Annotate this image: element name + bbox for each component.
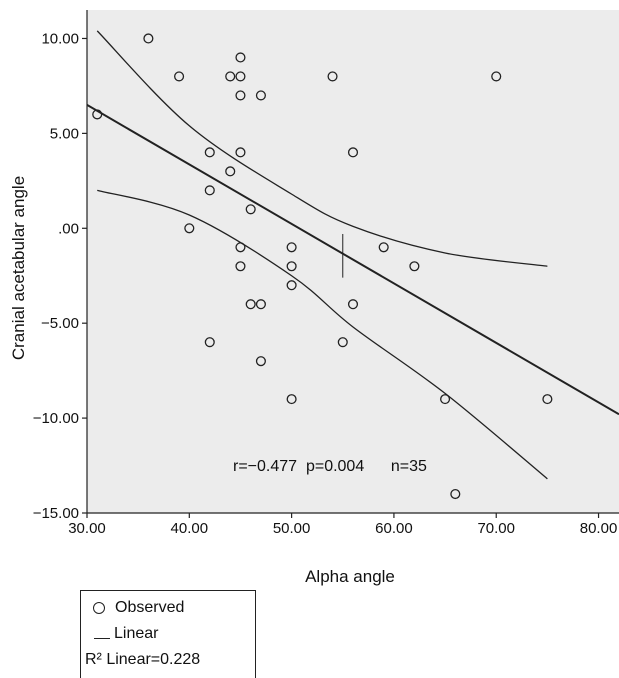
- ci-upper-curve: [96, 30, 548, 267]
- data-point: [347, 147, 359, 158]
- x-tick-label: 80.00: [580, 520, 618, 537]
- data-point: [184, 223, 195, 234]
- legend-label-observed: Observed: [115, 599, 185, 616]
- legend: Observed Linear R² Linear=0.228: [80, 590, 256, 678]
- data-point: [337, 337, 348, 348]
- y-tick-label: −5.00: [41, 315, 79, 332]
- y-tick-label: 5.00: [50, 125, 79, 142]
- legend-item-linear: Linear: [89, 625, 158, 643]
- x-tick-label: 50.00: [273, 520, 311, 537]
- data-point: [235, 52, 246, 63]
- data-point: [225, 71, 236, 82]
- data-point: [255, 299, 266, 310]
- legend-r-squared: R² Linear=0.228: [85, 651, 200, 669]
- data-point: [255, 90, 266, 101]
- y-tick-label: 10.00: [41, 30, 79, 47]
- data-point: [409, 261, 420, 272]
- data-point: [235, 147, 246, 158]
- data-point: [143, 33, 154, 44]
- x-tick-label: 30.00: [68, 520, 106, 537]
- legend-r-squared-text: R² Linear=0.228: [85, 651, 201, 668]
- data-point: [245, 204, 256, 215]
- fit-lines: [87, 30, 619, 480]
- data-point: [327, 71, 338, 82]
- x-axis-label: Alpha angle: [305, 567, 395, 586]
- data-points: [92, 33, 553, 500]
- data-point: [286, 261, 297, 272]
- x-tick-label: 70.00: [477, 520, 515, 537]
- legend-label-linear: Linear: [114, 625, 159, 642]
- data-point: [255, 356, 266, 367]
- data-point: [235, 90, 246, 101]
- data-point: [235, 71, 246, 82]
- data-point: [286, 394, 297, 405]
- data-point: [440, 394, 451, 405]
- line-marker-icon: [94, 637, 110, 639]
- data-point: [204, 337, 215, 348]
- y-tick-label: −10.00: [33, 410, 79, 427]
- x-tick-label: 60.00: [375, 520, 413, 537]
- data-point: [235, 261, 246, 272]
- data-point: [542, 394, 553, 405]
- data-point: [204, 147, 215, 158]
- data-point: [92, 109, 103, 120]
- circle-marker-icon: [93, 602, 105, 614]
- legend-item-observed: Observed: [89, 599, 184, 617]
- regression-line: [87, 104, 619, 416]
- data-point: [286, 280, 297, 291]
- x-tick-label: 40.00: [171, 520, 209, 537]
- data-point: [174, 71, 185, 82]
- data-point: [378, 242, 389, 253]
- data-point: [491, 71, 502, 82]
- data-point: [347, 299, 359, 310]
- data-point: [204, 185, 215, 196]
- data-point: [245, 299, 256, 310]
- plot-area: [87, 10, 619, 513]
- data-point: [225, 166, 236, 177]
- data-point: [286, 242, 297, 253]
- y-tick-label: .00: [58, 220, 79, 237]
- fit-annotation: r=−0.477 p=0.004 n=35: [233, 458, 427, 475]
- y-axis-label: Cranial acetabular angle: [9, 176, 28, 360]
- ci-lower-curve: [97, 189, 548, 480]
- data-point: [235, 242, 246, 253]
- axis-ticks: 30.00 40.00 50.00 60.00 70.00 80.00 −15.00 −10.…: [33, 30, 618, 537]
- y-tick-label: −15.00: [33, 505, 79, 522]
- data-point: [450, 488, 461, 500]
